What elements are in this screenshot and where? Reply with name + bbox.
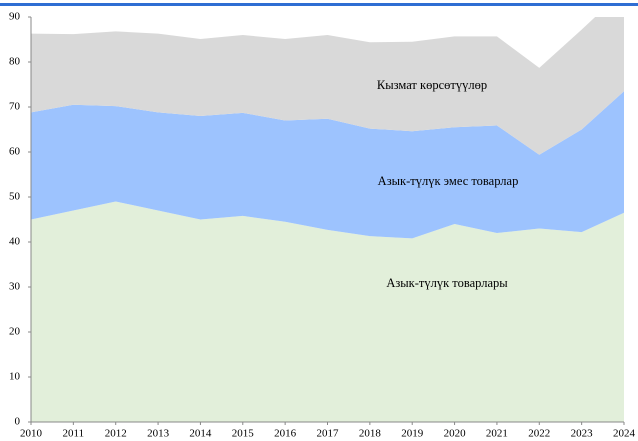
series-label: Азык-түлүк эмес товарлар	[378, 174, 519, 188]
y-tick-label: 40	[9, 236, 21, 248]
area	[31, 201, 624, 422]
x-tick-label: 2017	[317, 428, 340, 440]
x-tick-label: 2011	[63, 428, 85, 440]
x-tick-label: 2013	[147, 428, 170, 440]
y-tick-label: 50	[9, 191, 21, 203]
x-tick-label: 2015	[232, 428, 255, 440]
y-tick-label: 30	[9, 281, 21, 293]
x-tick-label: 2016	[274, 428, 297, 440]
x-tick-label: 2014	[189, 428, 212, 440]
y-tick-label: 80	[9, 56, 21, 68]
x-tick-label: 2022	[528, 428, 550, 440]
y-tick-label: 90	[9, 11, 21, 23]
x-tick-label: 2010	[20, 428, 43, 440]
y-tick-label: 0	[15, 416, 21, 428]
x-tick-label: 2024	[613, 428, 636, 440]
x-tick-label: 2023	[571, 428, 594, 440]
area	[31, 17, 624, 155]
y-tick-label: 10	[9, 371, 21, 383]
x-tick-label: 2020	[444, 428, 467, 440]
series-label: Азык-түлүк товарлары	[386, 276, 508, 290]
y-tick-label: 60	[9, 146, 21, 158]
x-tick-label: 2018	[359, 428, 382, 440]
x-tick-label: 2019	[401, 428, 424, 440]
x-tick-label: 2012	[105, 428, 127, 440]
series-label: Кызмат көрсөтүүлөр	[377, 78, 487, 92]
y-tick-label: 20	[9, 326, 21, 338]
area	[31, 91, 624, 239]
x-tick-label: 2021	[486, 428, 508, 440]
y-tick-label: 70	[9, 101, 21, 113]
top-rule	[0, 3, 638, 6]
